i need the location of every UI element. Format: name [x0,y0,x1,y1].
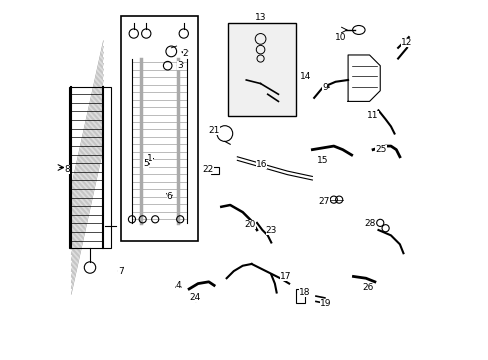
Text: 28: 28 [364,219,375,228]
Bar [121,16,198,241]
Text: 10: 10 [334,33,346,42]
Text: 4: 4 [175,281,181,290]
Text: 3: 3 [177,61,183,70]
Text: 5: 5 [143,159,149,168]
Text: 14: 14 [299,72,310,81]
Text: 20: 20 [244,220,255,229]
Text: 6: 6 [166,192,172,201]
Text: 26: 26 [361,283,373,292]
Text: 2: 2 [183,49,188,58]
Text: 22: 22 [202,166,213,175]
Text: 27: 27 [318,197,329,206]
Text: 9: 9 [321,83,327,92]
Text: 17: 17 [279,272,291,281]
Text: 15: 15 [317,156,328,165]
Text: 25: 25 [374,145,386,154]
Text: 21: 21 [208,126,220,135]
Text: 11: 11 [366,111,378,120]
Text: 18: 18 [298,288,309,297]
Bar [228,23,296,116]
Text: 16: 16 [255,161,267,170]
Bar [69,87,110,248]
Text: 7: 7 [118,267,124,276]
Text: 1: 1 [147,154,152,163]
Text: 19: 19 [320,299,331,308]
Bar [296,289,305,303]
Text: 24: 24 [189,293,201,302]
Text: 8: 8 [64,165,70,174]
Text: 23: 23 [265,225,276,234]
Text: 13: 13 [254,13,266,22]
Bar [210,167,219,174]
Text: 12: 12 [401,38,412,47]
